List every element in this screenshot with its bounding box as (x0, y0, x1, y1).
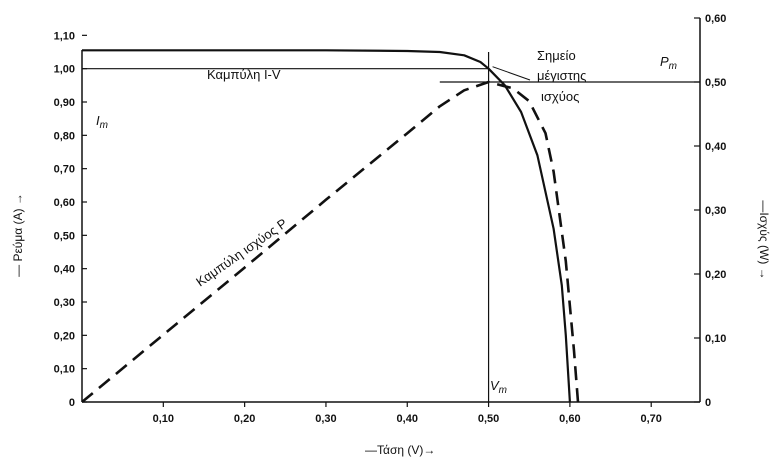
power-curve (81, 80, 580, 404)
x-tick-label: 0,10 (153, 413, 174, 425)
y-right-tick-label: 0,40 (705, 141, 726, 153)
y-left-tick-label: 1,00 (54, 64, 75, 76)
y-left-tick-label: 0,90 (54, 97, 75, 109)
max-point-label-2: μέγιστης (537, 68, 586, 83)
y-left-tick-label: 0 (69, 397, 75, 409)
reference-lines (82, 52, 700, 402)
y-left-tick-label: 0,30 (54, 297, 75, 309)
x-tick-label: 0,40 (397, 413, 418, 425)
y-right-tick-label: 0,60 (705, 13, 726, 25)
y-left-tick-label: 1,10 (54, 30, 75, 42)
iv-curve (82, 49, 571, 403)
y-right-tick-label: 0,50 (705, 77, 726, 89)
max-point-pointer (492, 66, 531, 81)
max-point-label-1: Σημείο (537, 48, 576, 63)
y-right-tick-label: 0 (705, 397, 711, 409)
power-curve-label: Καμπύλη ισχύος P (193, 215, 290, 289)
y-left-tick-label: 0,80 (54, 130, 75, 142)
x-tick-label: 0,20 (234, 413, 255, 425)
annotations: Καμπύλη Ι-V Καμπύλη ισχύος P Σημείο μέγιστη… (96, 48, 677, 396)
im-label: Im (96, 113, 108, 131)
x-axis-label: —Τάση (V)→ (365, 443, 435, 457)
y-right-tick-label: 0,20 (705, 269, 726, 281)
y-left-tick-label: 0,70 (54, 164, 75, 176)
y-left-axis-label: — Ρεύμα (A) → (11, 193, 25, 277)
pm-label: Pm (660, 54, 677, 72)
y-left-tick-label: 0,40 (54, 264, 75, 276)
y-left-tick-label: 0,60 (54, 197, 75, 209)
y-left-tick-label: 0,10 (54, 364, 75, 376)
y-left-tick-label: 0,20 (54, 330, 75, 342)
y-left-tick-label: 0,50 (54, 230, 75, 242)
x-tick-label: 0,70 (640, 413, 661, 425)
series-group (81, 49, 580, 404)
ticks: 0,10 0,20 0,30 0,40 0,50 0,60 0,70 0 0,10 0,20 0,3… (54, 13, 727, 425)
plot-frame (81, 18, 701, 403)
x-tick-label: 0,30 (315, 413, 336, 425)
max-point-label-3: ισχύος (541, 89, 579, 104)
x-tick-label: 0,60 (559, 413, 580, 425)
iv-curve-label: Καμπύλη Ι-V (207, 67, 281, 82)
y-right-tick-label: 0,30 (705, 205, 726, 217)
vm-label: Vm (490, 378, 507, 396)
y-right-axis-label: —Ισχύς (W) → (757, 200, 771, 279)
y-right-tick-label: 0,10 (705, 333, 726, 345)
x-tick-label: 0,50 (478, 413, 499, 425)
